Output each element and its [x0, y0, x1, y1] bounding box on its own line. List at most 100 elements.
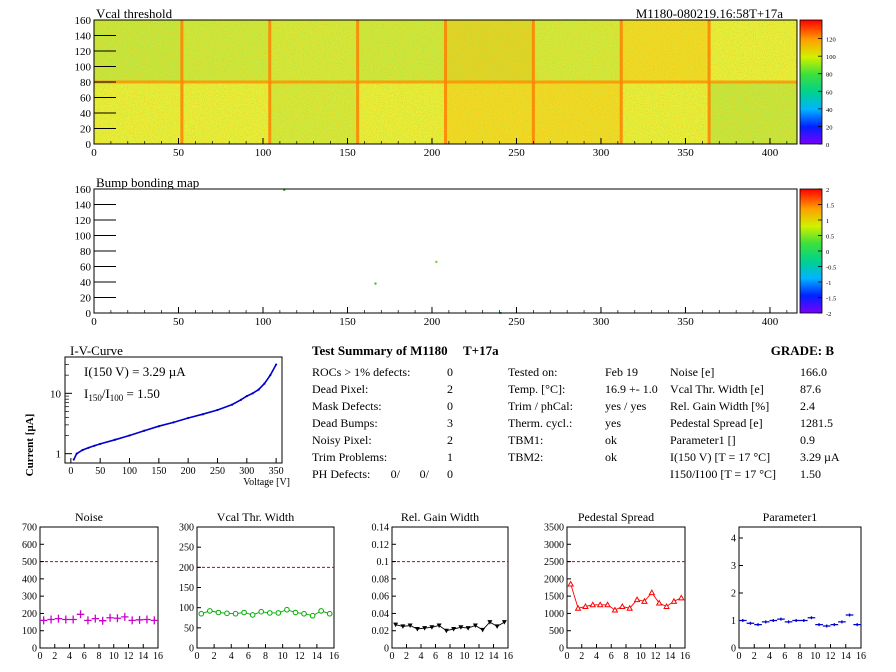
- roc-x-tick-label: 4: [767, 651, 772, 662]
- iv-point: [269, 374, 272, 377]
- result-value: 1.50: [800, 467, 821, 481]
- roc-plot-frame: [196, 526, 335, 649]
- iv-point: [75, 452, 78, 455]
- roc-plot-title: Pedestal Spread: [578, 510, 654, 524]
- roc-y-tick-label: 1500: [544, 592, 564, 603]
- roc-data-point: [845, 613, 854, 617]
- roc-data-point: [150, 616, 158, 625]
- palette-tick-label: 2: [826, 187, 829, 194]
- ph-defect-value: 0/: [420, 467, 430, 481]
- roc-y-tick-label: 500: [22, 557, 37, 568]
- y-tick-label: 60: [80, 93, 92, 105]
- iv-point: [72, 458, 75, 461]
- roc-plot-title: Noise: [75, 510, 103, 524]
- roc-data-point: [241, 609, 247, 616]
- roc-data-point: [54, 614, 63, 623]
- defect-label: Dead Bumps:: [312, 416, 378, 430]
- iv-x-tick-label: 50: [95, 466, 105, 477]
- roc-plot-4: Pedestal Spread 0 500 1000 1500 2000 2500 3000 3…: [544, 510, 690, 662]
- roc-data-point: [106, 613, 114, 622]
- roc-data-point: [472, 623, 478, 629]
- palette-tick-label: 1.5: [826, 203, 834, 210]
- roc-x-tick-label: 8: [798, 651, 803, 662]
- roc-x-tick-label: 6: [246, 651, 251, 662]
- roc-x-tick-label: 10: [460, 651, 470, 662]
- iv-point: [187, 416, 190, 420]
- condition-value: 16.9 +- 1.0: [605, 382, 658, 396]
- iv-point: [87, 446, 90, 449]
- roc-data-point: [633, 596, 641, 603]
- roc-data-point: [480, 627, 486, 633]
- roc-y-tick-label: 200: [22, 609, 37, 620]
- y-tick-label: 80: [80, 246, 92, 258]
- roc-y-tick-label: 700: [22, 523, 37, 534]
- roc-y-tick-label: 0.06: [372, 592, 390, 603]
- roc-data-point: [436, 623, 442, 629]
- defect-value: 2: [447, 382, 453, 396]
- roc-data-point: [292, 609, 299, 616]
- roc-x-tick-label: 6: [609, 651, 614, 662]
- palette-tick-label: -1: [826, 280, 831, 287]
- roc-data-point: [249, 612, 256, 618]
- roc-data-point: [407, 623, 413, 629]
- roc-series-line: [395, 621, 505, 632]
- result-label: Noise [e]: [670, 365, 714, 379]
- iv-y-tick-label: 1: [56, 449, 62, 461]
- roc-x-tick-label: 2: [579, 651, 584, 662]
- roc-data-point: [113, 614, 122, 623]
- iv-point: [93, 444, 96, 447]
- iv-point: [157, 425, 160, 428]
- roc-plot-title: Rel. Gain Width: [401, 510, 479, 524]
- bump-color-palette: -2 -1.5 -1 -0.5 0 0.5 1 1.5 2: [799, 187, 836, 318]
- dead-bump-point: [283, 188, 286, 191]
- roc-x-tick-label: 0: [38, 651, 43, 662]
- condition-label: TBM1:: [508, 433, 543, 447]
- roc-x-tick-label: 16: [153, 651, 163, 662]
- roc-data-point: [258, 608, 265, 615]
- roc-data-point: [853, 623, 861, 627]
- y-tick-label: 0: [86, 139, 92, 151]
- y-tick-label: 20: [80, 293, 92, 305]
- roc-data-point: [128, 616, 136, 625]
- roc-data-point: [596, 601, 604, 608]
- roc-y-tick-label: 3500: [544, 523, 564, 534]
- roc-x-tick-label: 8: [263, 651, 268, 662]
- roc-data-point: [792, 619, 800, 622]
- x-tick-label: 400: [762, 147, 779, 159]
- roc-data-point: [429, 625, 435, 630]
- roc-x-tick-label: 12: [651, 651, 661, 662]
- roc-y-tick-label: 0.08: [372, 574, 390, 585]
- roc-x-tick-label: 14: [665, 651, 675, 662]
- roc-x-tick-label: 14: [138, 651, 148, 662]
- defect-value: 1: [447, 450, 453, 464]
- summary-title: Test Summary of M1180: [312, 343, 448, 358]
- palette-tick-label: -0.5: [826, 265, 836, 272]
- roc-data-point: [626, 604, 634, 611]
- roc-x-tick-label: 2: [404, 651, 409, 662]
- result-label: Rel. Gain Width [%]: [670, 399, 769, 413]
- roc-x-tick-label: 16: [680, 651, 690, 662]
- roc-plot-frame: [738, 526, 862, 649]
- defect-value: 0: [447, 365, 453, 379]
- condition-value: yes / yes: [605, 399, 647, 413]
- roc-data-point: [301, 610, 307, 617]
- y-tick-label: 100: [75, 62, 92, 74]
- roc-y-tick-label: 150: [179, 583, 194, 594]
- roc-y-tick-label: 300: [179, 523, 194, 534]
- defect-label: ROCs > 1% defects:: [312, 365, 410, 379]
- roc-plot-frame: [39, 526, 159, 649]
- result-label: Pedestal Spread [e]: [670, 416, 763, 430]
- iv-ylabel: Current [µA]: [24, 414, 36, 477]
- iv-point: [239, 398, 243, 401]
- defect-label: Trim Problems:: [312, 450, 387, 464]
- iv-x-tick-label: 300: [239, 466, 254, 477]
- x-tick-label: 100: [255, 147, 272, 159]
- roc-x-tick-label: 14: [312, 651, 322, 662]
- iv-point: [128, 434, 131, 437]
- palette-tick-label: 100: [826, 54, 836, 61]
- roc-data-point: [266, 610, 273, 616]
- result-value: 1281.5: [800, 416, 833, 430]
- x-tick-label: 150: [339, 316, 356, 328]
